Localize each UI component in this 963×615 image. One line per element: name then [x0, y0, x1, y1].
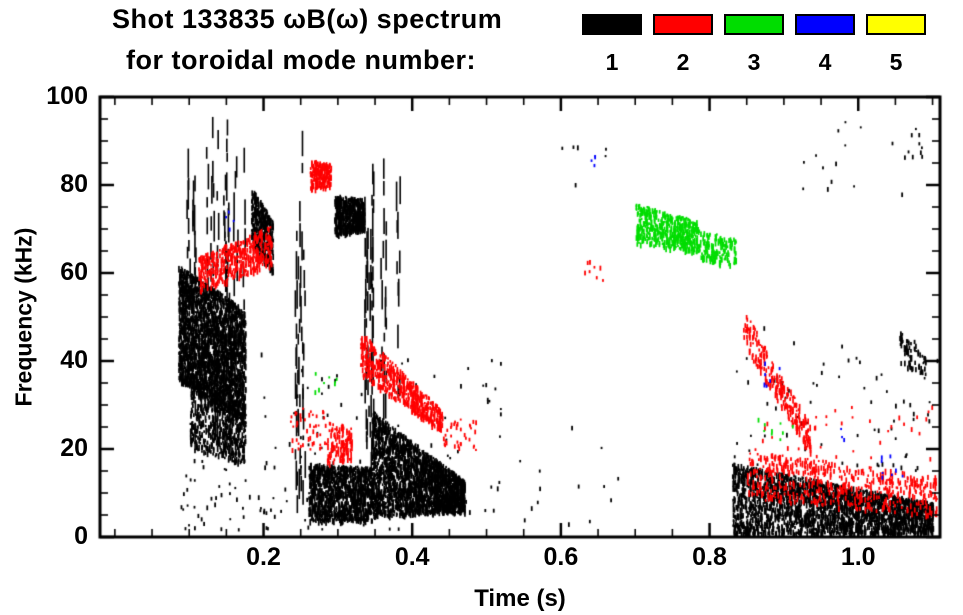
x-tick-label-0.2: 0.2 [246, 543, 281, 571]
y-tick-label-100: 100 [46, 81, 88, 110]
y-tick-label-0: 0 [74, 521, 88, 550]
y-tick-label-40: 40 [60, 345, 88, 374]
legend-label-mode-1: 1 [605, 49, 619, 75]
legend-swatch-mode-5 [866, 14, 926, 35]
x-tick-label-0.6: 0.6 [543, 543, 579, 571]
x-tick-label-0.8: 0.8 [692, 543, 727, 571]
legend-label-mode-4: 4 [818, 49, 832, 75]
legend-swatch-mode-3 [724, 14, 784, 35]
legend-label-mode-2: 2 [676, 49, 690, 75]
legend-swatch-mode-1 [582, 14, 642, 35]
chart-subtitle: for toroidal mode number: [126, 45, 476, 75]
x-axis-label: Time (s) [474, 585, 566, 612]
x-tick-label-0.4: 0.4 [394, 543, 430, 571]
x-tick-label-1.0: 1.0 [840, 543, 876, 571]
chart-title: Shot 133835 ωB(ω) spectrum [112, 4, 503, 34]
legend-label-mode-5: 5 [889, 49, 903, 75]
mode-legend-labels: 1 2 3 4 5 [582, 49, 926, 76]
y-tick-label-60: 60 [60, 257, 88, 286]
y-tick-label-80: 80 [60, 169, 88, 198]
legend-swatch-mode-4 [795, 14, 855, 35]
y-tick-label-20: 20 [60, 433, 88, 462]
legend-label-mode-3: 3 [747, 49, 761, 75]
legend-swatch-mode-2 [653, 14, 713, 35]
mode-legend [582, 14, 926, 35]
y-axis-label: Frequency (kHz) [10, 227, 37, 407]
